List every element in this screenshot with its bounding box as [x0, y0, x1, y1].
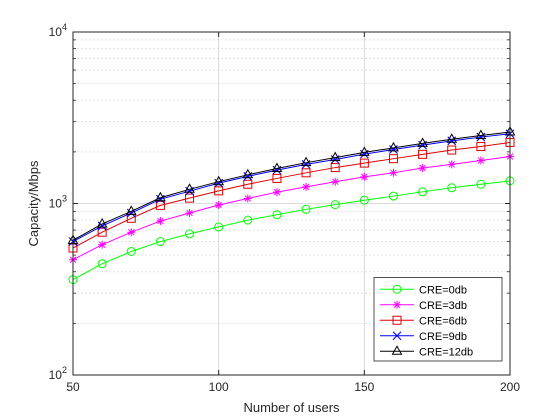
data-point-asterisk — [331, 177, 340, 186]
x-tick-label: 200 — [500, 380, 520, 394]
data-point-circle — [359, 195, 369, 205]
series-cre-0db — [68, 176, 515, 285]
series-cre-12db — [67, 126, 516, 244]
data-point-circle — [301, 204, 311, 214]
data-point-circle — [97, 259, 107, 269]
data-point-asterisk — [214, 201, 223, 210]
data-point-asterisk — [243, 194, 252, 203]
data-point-triangle — [358, 146, 370, 156]
ticks: 102 103 104 50 100 150 200 — [49, 22, 521, 394]
series-line — [72, 180, 511, 281]
x-axis-label: Number of users — [243, 400, 340, 415]
data-point-asterisk — [127, 228, 136, 237]
legend-entry: CRE=6db — [380, 315, 467, 327]
series-line — [72, 131, 511, 241]
data-point-x — [392, 331, 402, 341]
x-tick-label: 100 — [209, 380, 229, 394]
series-line — [72, 141, 511, 249]
x-tick-label: 50 — [66, 380, 80, 394]
data-point-triangle — [417, 137, 428, 147]
data-point-triangle — [125, 205, 137, 215]
series-line — [72, 155, 511, 261]
data-point-triangle — [475, 129, 487, 140]
data-point-circle — [155, 237, 165, 247]
legend-entry: CRE=9db — [380, 331, 467, 343]
data-point-square — [97, 227, 107, 237]
y-tick-label: 102 — [49, 365, 67, 382]
data-point-square — [359, 158, 369, 168]
legend-entry: CRE=12db — [380, 345, 473, 358]
data-point-square — [272, 173, 282, 183]
legend-entry: CRE=0db — [380, 284, 467, 296]
y-axis-label: Capacity/Mbps — [26, 160, 41, 246]
data-point-triangle — [271, 162, 283, 172]
data-point-asterisk — [476, 156, 485, 165]
legend-label: CRE=0db — [419, 284, 467, 296]
data-point-asterisk — [156, 217, 165, 226]
data-point-triangle — [213, 175, 225, 186]
data-point-triangle — [329, 151, 341, 162]
data-point-square — [388, 154, 398, 164]
data-point-asterisk — [98, 240, 107, 249]
series-line — [72, 133, 511, 242]
data-point-square — [301, 168, 311, 178]
legend-label: CRE=6db — [419, 315, 467, 327]
data-point-square — [418, 149, 428, 159]
data-point-circle — [447, 183, 457, 193]
data-point-circle — [418, 187, 428, 197]
legend-label: CRE=3db — [419, 300, 467, 312]
data-point-asterisk — [360, 172, 369, 181]
y-tick-label: 104 — [49, 22, 67, 39]
data-point-asterisk — [185, 209, 194, 218]
data-point-square — [185, 193, 195, 203]
data-point-triangle — [242, 168, 254, 179]
data-point-triangle — [184, 183, 195, 193]
data-point-square — [476, 141, 486, 151]
legend-entry: CRE=3db — [380, 300, 467, 312]
x-tick-label: 150 — [354, 380, 374, 394]
data-point-square — [214, 186, 224, 196]
data-point-square — [330, 163, 340, 173]
data-point-asterisk — [418, 164, 427, 173]
data-point-square — [392, 315, 402, 325]
data-point-triangle — [391, 345, 403, 355]
data-point-circle — [272, 210, 282, 220]
data-point-circle — [476, 179, 486, 189]
y-tick-label: 103 — [49, 194, 67, 211]
data-point-square — [243, 179, 253, 189]
data-point-asterisk — [272, 188, 281, 197]
data-point-triangle — [155, 191, 166, 202]
data-point-asterisk — [447, 160, 456, 169]
legend: CRE=0db CRE=3db CRE=6db CRE=9db CRE=12db — [373, 277, 503, 362]
data-point-square — [155, 200, 165, 210]
data-point-circle — [330, 200, 340, 210]
data-point-circle — [392, 284, 402, 294]
data-point-asterisk — [302, 182, 311, 191]
data-point-asterisk — [389, 168, 398, 177]
data-point-triangle — [446, 133, 458, 143]
data-point-circle — [243, 215, 253, 225]
data-point-square — [447, 145, 457, 155]
data-point-triangle — [96, 217, 108, 228]
data-point-circle — [214, 222, 224, 232]
data-point-circle — [388, 191, 398, 201]
legend-label: CRE=9db — [419, 331, 467, 343]
data-point-triangle — [300, 156, 312, 167]
data-point-circle — [185, 229, 195, 239]
data-point-triangle — [388, 141, 399, 152]
legend-label: CRE=12db — [419, 346, 473, 358]
data-point-circle — [126, 246, 136, 256]
legend-box — [373, 277, 503, 362]
data-point-asterisk — [393, 300, 401, 309]
